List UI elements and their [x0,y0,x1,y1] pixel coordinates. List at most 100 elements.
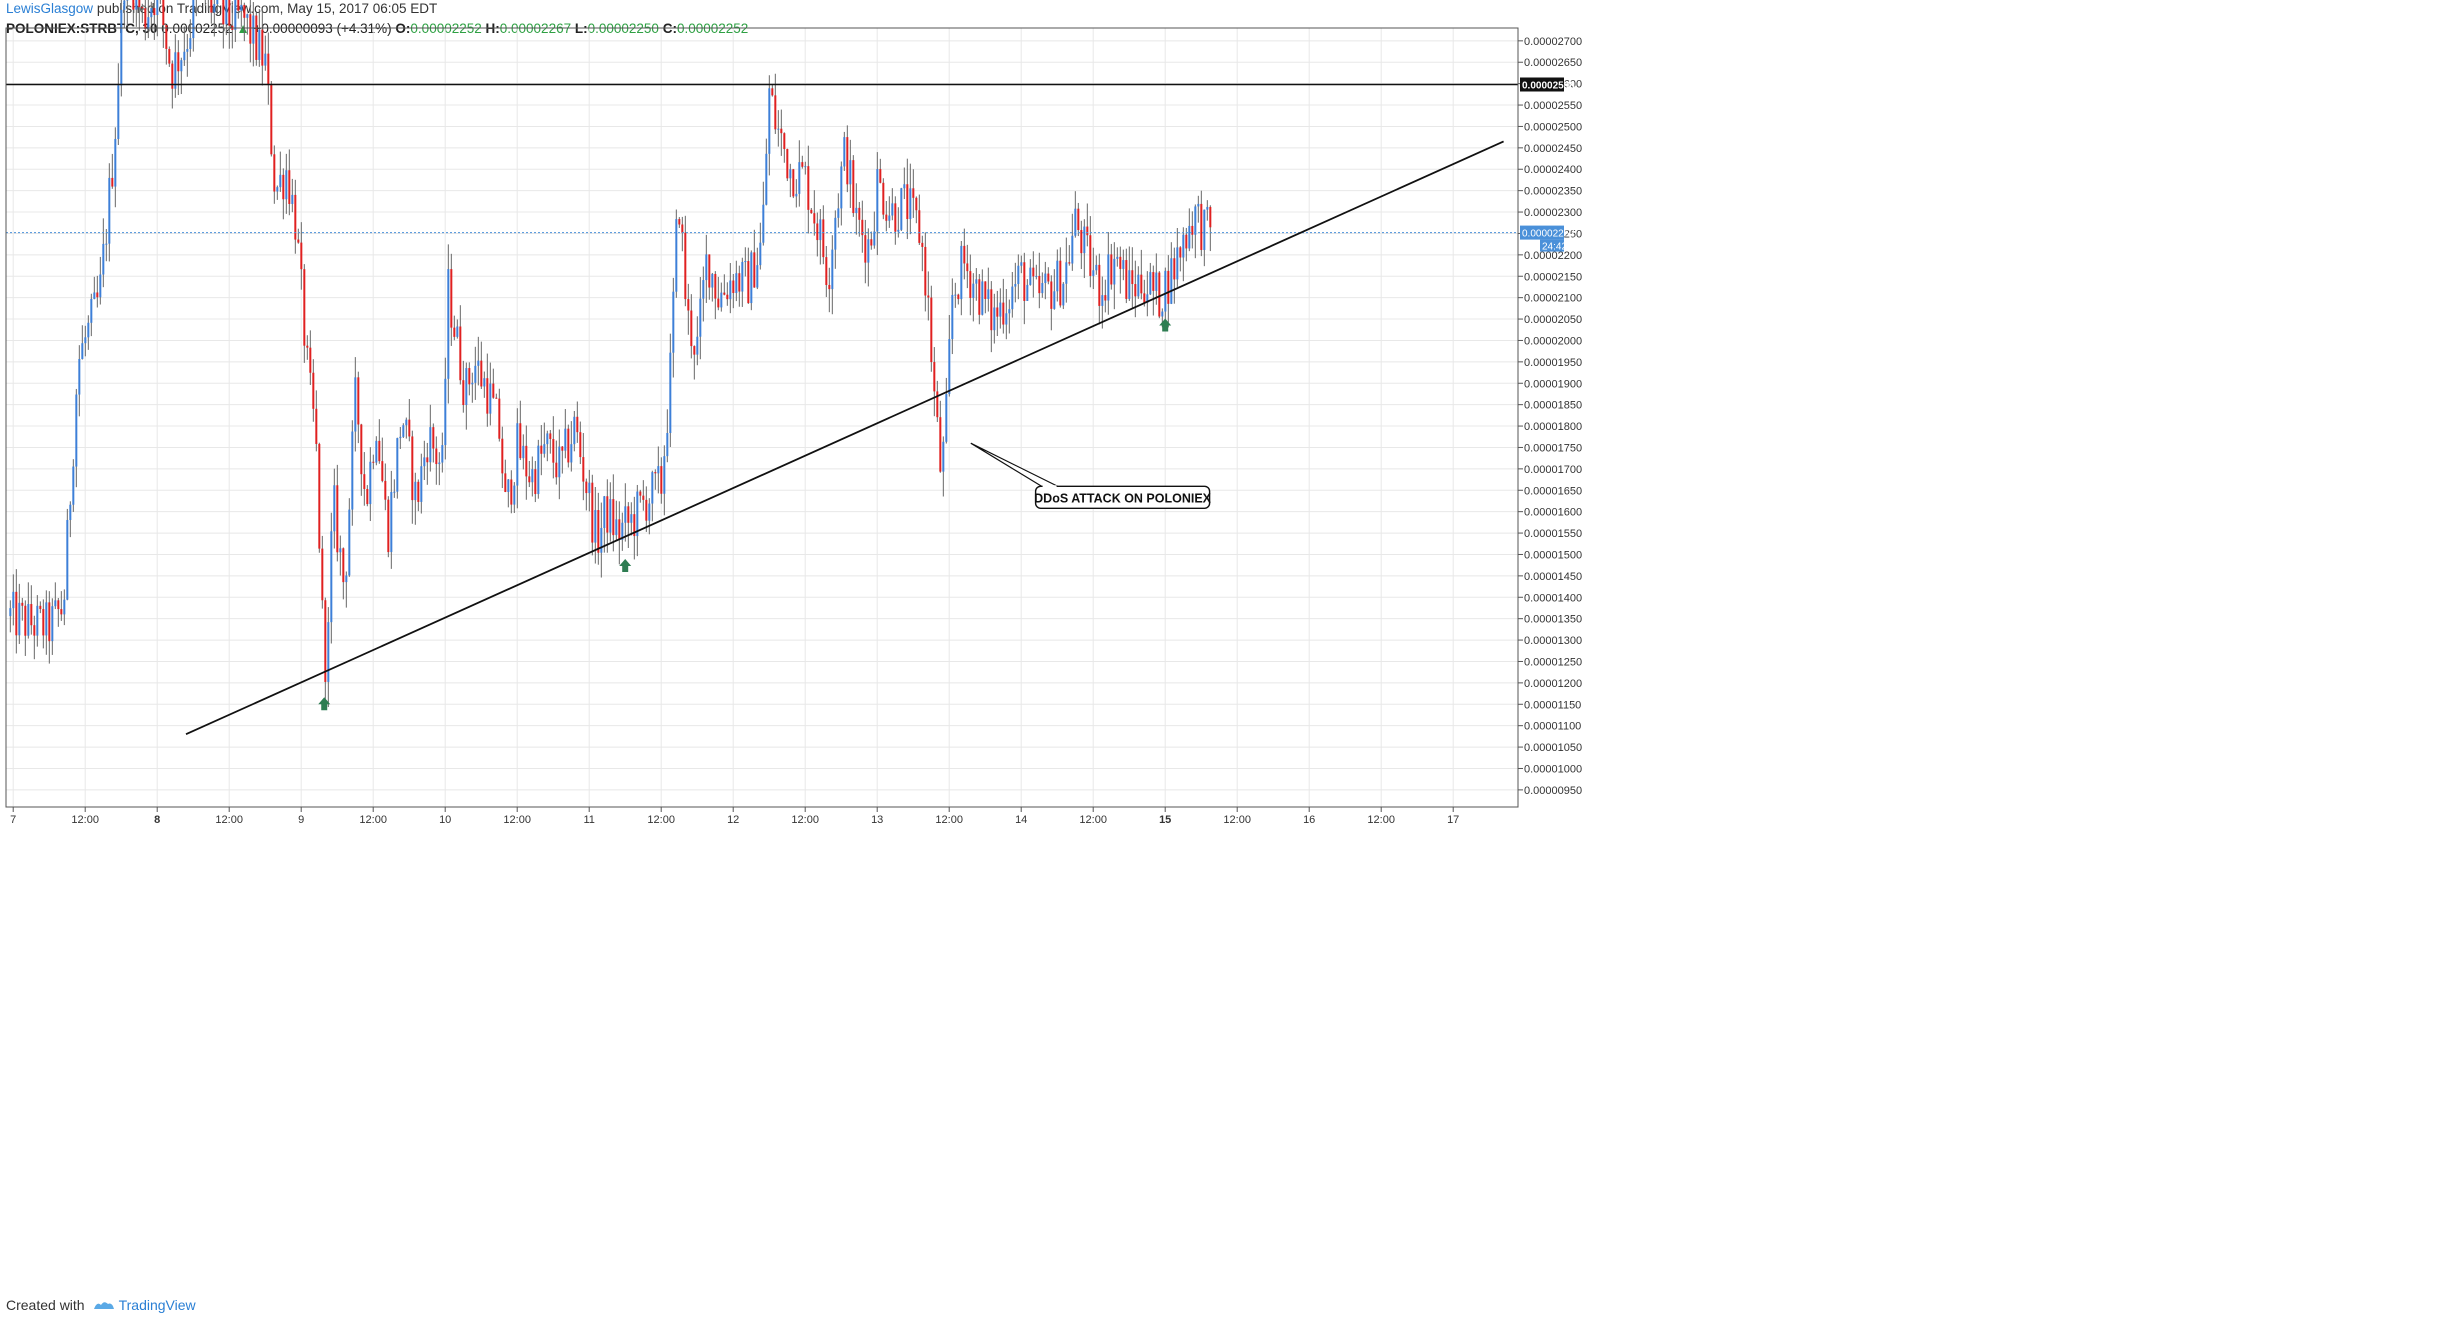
candle-up [252,15,255,44]
drawings: DDoS ATTACK ON POLONIEX [6,83,1518,736]
candle-up [666,433,669,457]
candle-down [567,428,570,463]
candle-up [1194,206,1197,235]
candle-up [750,252,753,304]
candle-down [783,133,786,150]
candle-up [438,462,441,465]
candle-up [72,466,75,505]
y-tick-label: 0.00001200 [1524,678,1582,690]
candle-up [354,377,357,432]
candle-up [1026,284,1029,301]
candle-down [708,254,711,288]
candle-up [897,229,900,232]
candle-down [453,327,456,337]
candle-up [1062,283,1065,306]
candle-down [309,347,312,373]
candle-up [972,283,975,298]
candle-down [882,182,885,215]
tradingview-link[interactable]: TradingView [93,1297,196,1313]
candle-up [1146,294,1149,303]
candle-up [999,302,1002,317]
candle-down [24,605,27,636]
candle-down [807,166,810,210]
x-tick-label: 14 [1015,814,1027,826]
candle-down [726,294,729,300]
candle-up [150,8,153,18]
candle-down [237,0,240,11]
candle-down [1089,235,1092,276]
candle-down [684,232,687,300]
candle-up [36,605,39,636]
candle-down [1080,230,1083,254]
candle-up [621,522,624,540]
candles [9,0,1212,708]
x-tick-label: 17 [1447,814,1459,826]
candle-up [45,602,48,636]
candle-up [831,249,834,290]
candle-down [1200,203,1203,250]
x-tick-label: 12:00 [71,814,99,826]
y-tick-label: 0.00001700 [1524,464,1582,476]
candle-down [846,137,849,185]
candle-up [1056,260,1059,292]
candle-up [192,0,195,39]
candle-up [1197,203,1200,207]
candle-down [633,514,636,537]
y-tick-label: 0.00001550 [1524,528,1582,540]
candle-up [573,416,576,445]
candle-down [144,8,147,29]
y-tick-label: 0.00002150 [1524,271,1582,283]
candle-up [945,394,948,442]
candle-up [981,281,984,315]
candle-down [861,219,864,236]
candle-up [558,446,561,478]
candle-down [885,214,888,221]
candle-up [657,466,660,474]
candle-down [1158,272,1161,317]
candle-up [213,4,216,13]
candle-down [753,252,756,288]
candle-down [288,170,291,204]
candle-down [378,440,381,462]
candle-down [15,591,18,636]
candle-up [1092,270,1095,276]
candle-down [918,210,921,243]
candle-up [483,378,486,387]
candle-down [1023,262,1026,301]
candle-down [1077,208,1080,231]
candle-down [1209,206,1212,228]
candle-up [1161,311,1164,317]
author-link[interactable]: LewisGlasgow [6,1,94,16]
candle-down [870,239,873,246]
candle-up [720,292,723,308]
y-tick-label: 0.00002650 [1524,57,1582,69]
candle-down [408,419,411,437]
candle-up [789,169,792,179]
candle-up [51,606,54,642]
candle-up [276,187,279,192]
candle-up [891,203,894,216]
candle-down [462,380,465,406]
candle-up [1017,265,1020,285]
candle-up [1053,291,1056,309]
up-arrow-icon [1159,318,1172,332]
candle-up [1206,206,1209,210]
candle-down [1038,275,1041,294]
candle-up [156,0,159,16]
candle-down [714,273,717,299]
candle-down [585,481,588,494]
plot-frame [5,27,1519,808]
candle-down [930,297,933,363]
candle-down [297,239,300,243]
candle-down [852,160,855,214]
candle-down [468,368,471,385]
candle-up [600,527,603,553]
x-tick-label: 9 [298,814,304,826]
candle-up [54,600,57,607]
candle-up [696,336,699,355]
candle-up [99,274,102,298]
candle-up [330,531,333,623]
candle-up [1083,226,1086,254]
x-tick-label: 12:00 [1367,814,1395,826]
